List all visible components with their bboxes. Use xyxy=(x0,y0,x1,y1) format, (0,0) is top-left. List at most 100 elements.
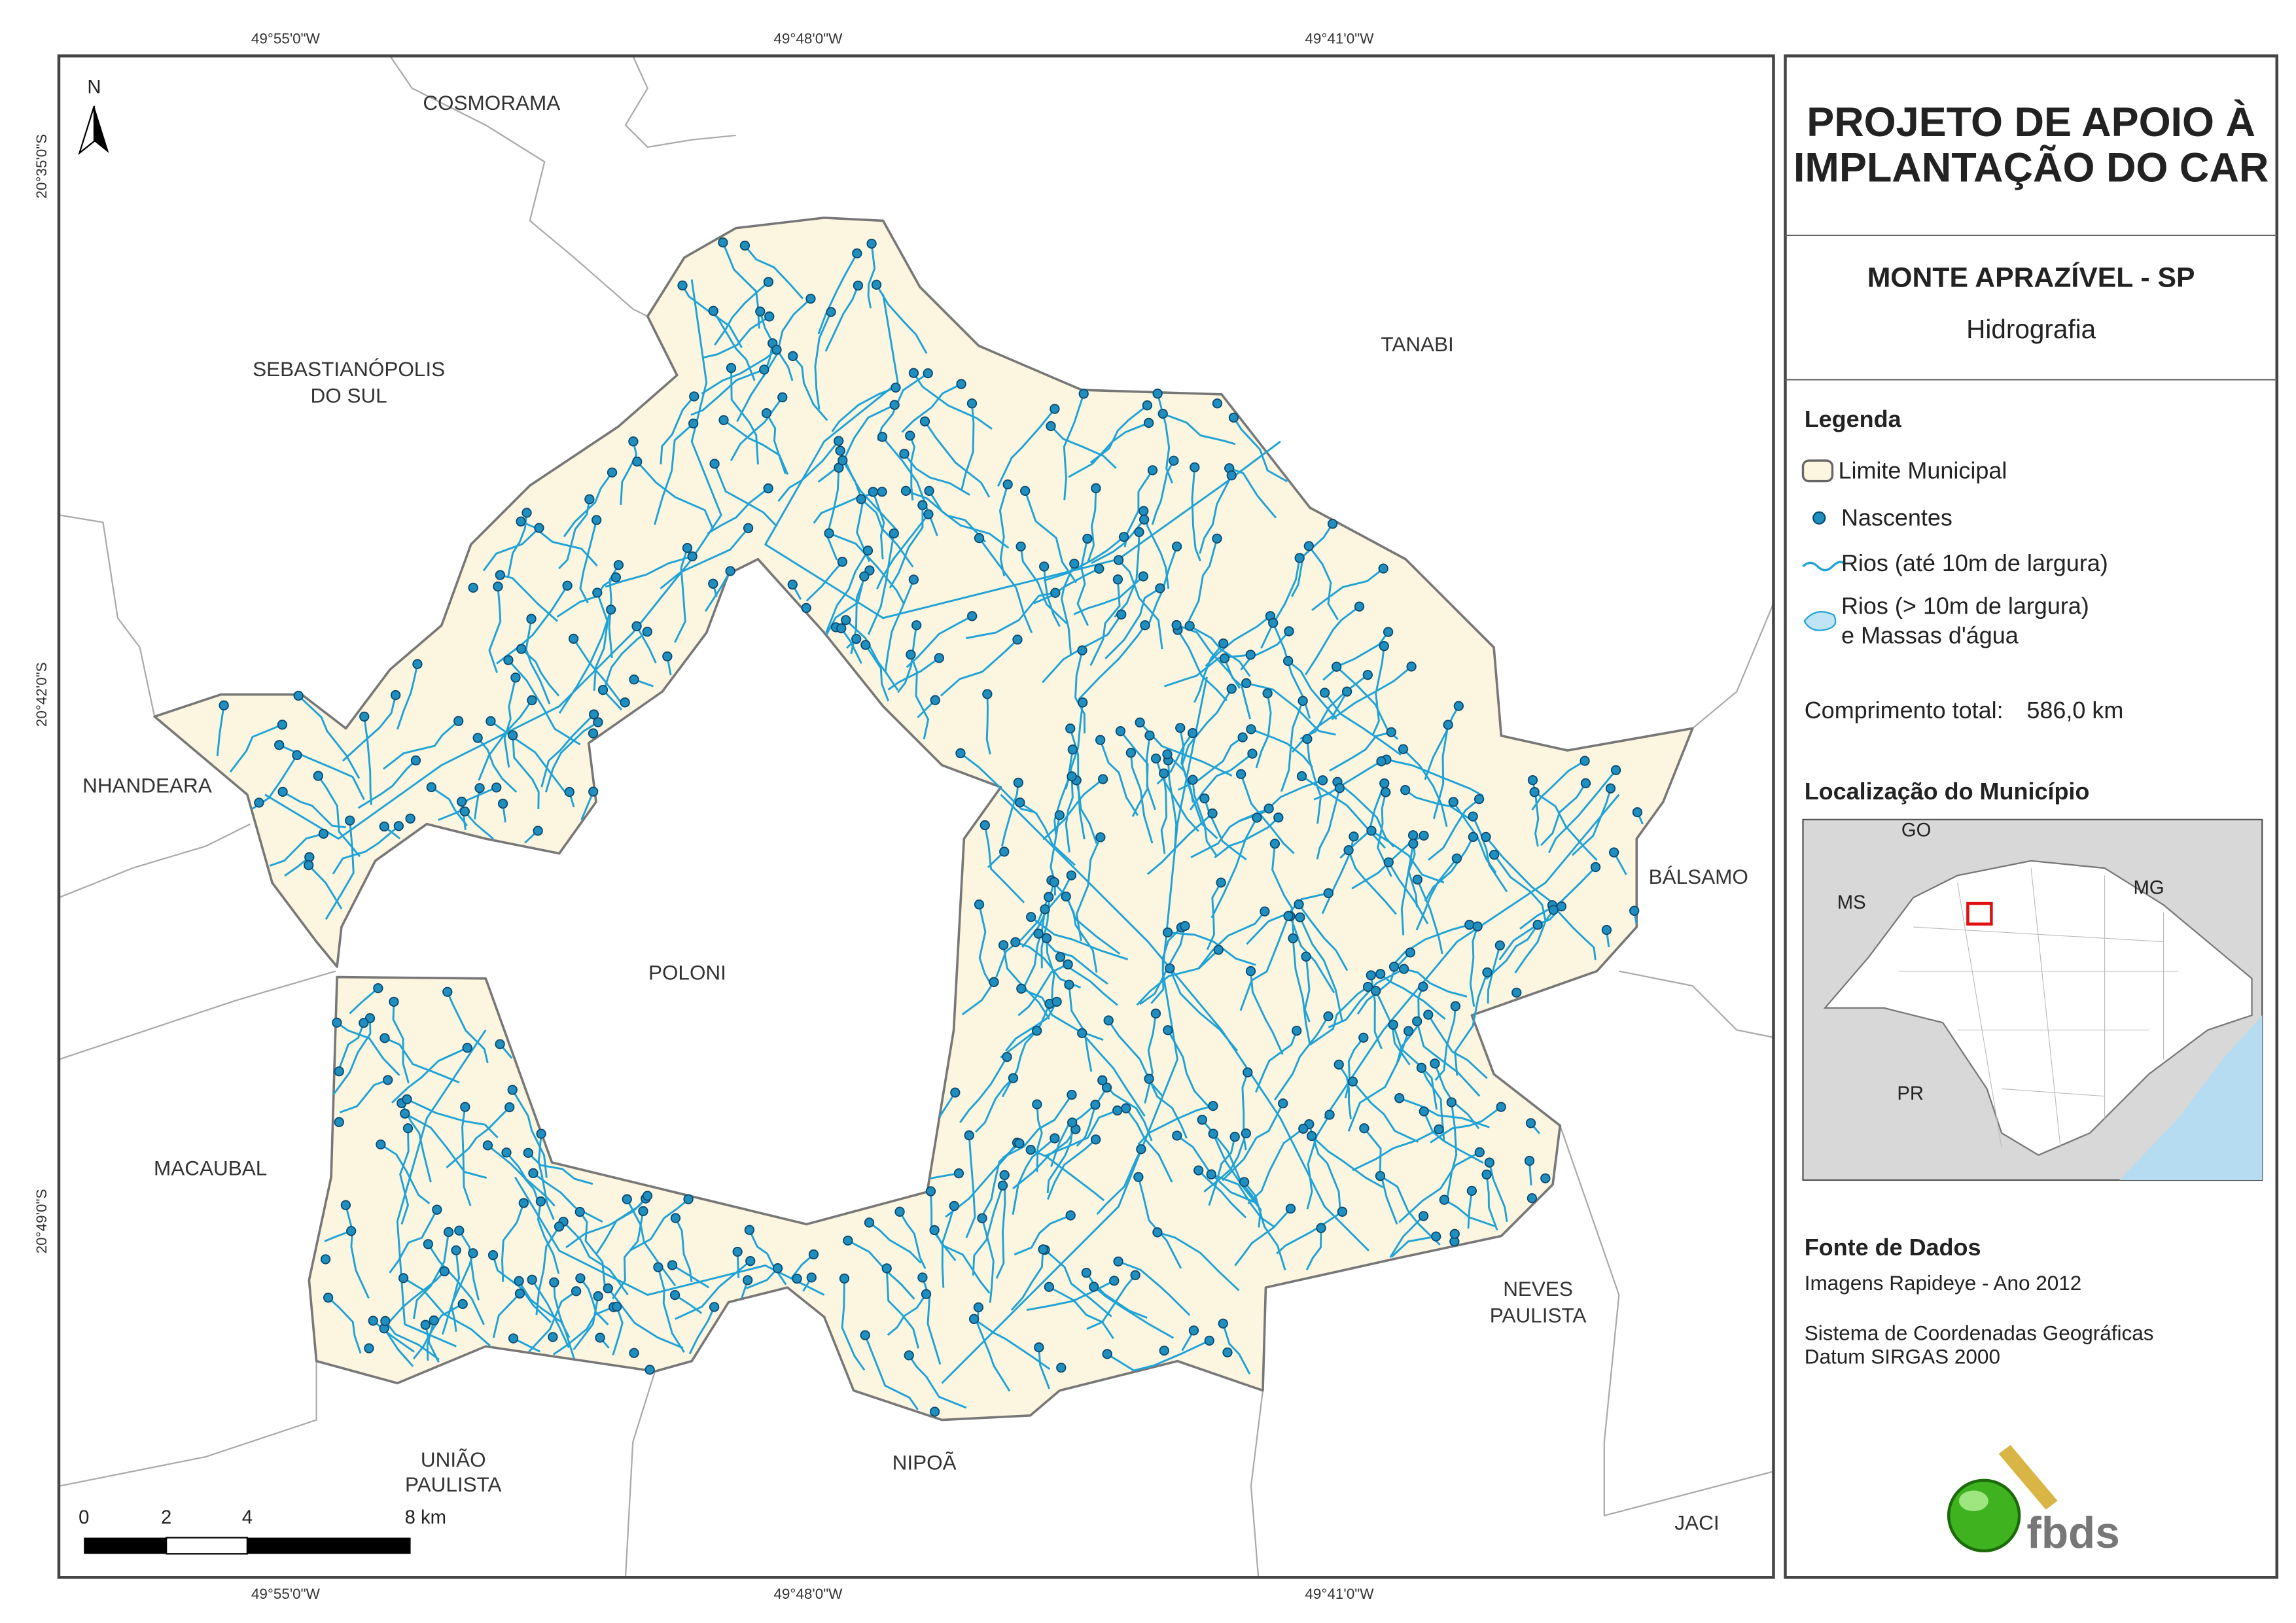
spring xyxy=(1278,1098,1288,1109)
river xyxy=(1379,973,1446,1020)
spring xyxy=(877,487,887,497)
river xyxy=(579,1278,609,1326)
river xyxy=(1329,731,1392,772)
latitude-label: 20°35'0"S xyxy=(33,134,50,199)
river xyxy=(1017,963,1069,1017)
spring xyxy=(1135,717,1145,728)
inset-label: PR xyxy=(1897,1083,1924,1104)
river xyxy=(511,1089,548,1178)
spring xyxy=(1412,874,1423,885)
spring xyxy=(1090,1134,1101,1145)
spring xyxy=(1144,730,1155,741)
spring xyxy=(376,1139,386,1150)
river xyxy=(1313,760,1382,801)
spring xyxy=(568,633,579,644)
river xyxy=(503,677,517,768)
neighbor-label: NEVES xyxy=(1503,1277,1573,1300)
spring xyxy=(528,1168,539,1179)
river xyxy=(1048,1285,1114,1340)
river xyxy=(317,775,361,858)
spring xyxy=(1067,771,1077,782)
spring xyxy=(1362,670,1373,680)
river xyxy=(579,519,598,604)
spring xyxy=(1065,723,1076,734)
spring xyxy=(1394,1093,1405,1104)
river xyxy=(1243,1181,1286,1271)
spring xyxy=(1113,555,1124,565)
river xyxy=(1386,758,1484,797)
spring xyxy=(423,1239,433,1249)
legend-item: Limite Municipal xyxy=(1838,457,2007,484)
spring xyxy=(1359,1123,1369,1134)
river xyxy=(1012,1137,1055,1215)
neighbor-label: POLONI xyxy=(648,960,726,984)
spring xyxy=(293,690,304,701)
river xyxy=(1222,1323,1251,1375)
spring xyxy=(1097,1075,1108,1086)
spring xyxy=(1133,1172,1144,1182)
river xyxy=(426,1320,435,1361)
spring xyxy=(1474,1147,1485,1158)
spring xyxy=(1358,1032,1369,1043)
spring xyxy=(1050,404,1060,414)
inset-label: MS xyxy=(1837,892,1866,913)
spring xyxy=(1400,785,1411,795)
river xyxy=(344,1204,370,1299)
spring xyxy=(1101,1082,1112,1093)
spring xyxy=(514,1288,525,1299)
spring xyxy=(1494,940,1505,951)
river xyxy=(431,786,468,827)
river xyxy=(730,368,759,464)
spring xyxy=(860,1330,870,1340)
river xyxy=(864,1335,919,1410)
spring xyxy=(1152,1227,1163,1238)
river xyxy=(1472,816,1508,893)
spring xyxy=(487,1250,499,1261)
river xyxy=(1000,782,1019,847)
spring xyxy=(468,1248,478,1259)
spring xyxy=(1527,775,1538,786)
river xyxy=(520,648,560,697)
river xyxy=(966,591,1056,639)
river xyxy=(766,412,786,474)
spring xyxy=(497,798,508,809)
spring xyxy=(1056,1363,1067,1373)
river xyxy=(1308,1124,1342,1214)
river xyxy=(981,1217,995,1303)
river xyxy=(1347,850,1397,915)
river xyxy=(501,1202,525,1282)
spring xyxy=(1139,506,1149,516)
river xyxy=(884,579,915,673)
river xyxy=(339,1022,365,1068)
river xyxy=(1443,1198,1495,1227)
spring xyxy=(930,695,940,705)
river xyxy=(1157,1231,1240,1291)
river xyxy=(1239,915,1290,1011)
spring xyxy=(1116,609,1127,620)
spring xyxy=(871,279,882,290)
river xyxy=(1167,1030,1210,1108)
spring xyxy=(974,532,985,544)
spring xyxy=(771,345,782,355)
river xyxy=(864,644,890,702)
spring xyxy=(1448,797,1458,807)
river xyxy=(867,243,876,309)
river xyxy=(389,1209,438,1274)
spring xyxy=(607,467,618,478)
spring xyxy=(482,1140,493,1151)
spring xyxy=(631,621,642,631)
spring xyxy=(1629,905,1640,916)
spring xyxy=(1245,650,1256,660)
spring xyxy=(1020,485,1031,497)
spring xyxy=(277,720,288,730)
spring xyxy=(1046,421,1056,432)
river xyxy=(1087,488,1097,563)
spring xyxy=(1112,1105,1123,1116)
spring xyxy=(989,977,999,987)
spring xyxy=(1118,532,1129,542)
longitude-label: 49°41'0"W xyxy=(1305,31,1374,47)
river xyxy=(1108,1020,1163,1096)
spring xyxy=(1095,832,1106,843)
spring xyxy=(1284,626,1294,637)
spring xyxy=(667,1260,678,1270)
